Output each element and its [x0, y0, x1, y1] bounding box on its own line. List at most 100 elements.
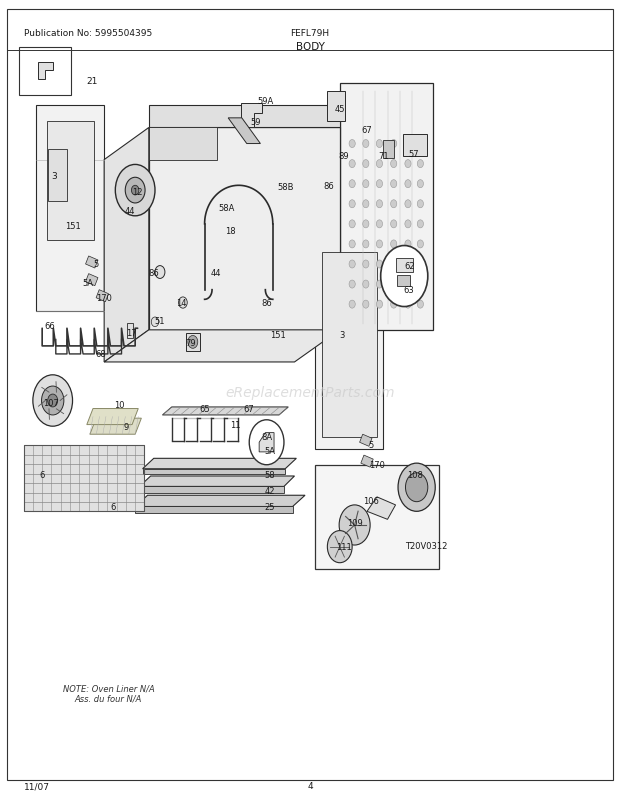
Circle shape — [405, 140, 411, 148]
Text: 11/07: 11/07 — [24, 781, 50, 791]
Circle shape — [349, 241, 355, 249]
Circle shape — [48, 395, 58, 407]
Polygon shape — [241, 104, 262, 128]
Polygon shape — [259, 433, 274, 452]
Bar — [403, 135, 427, 157]
Text: 151: 151 — [65, 221, 81, 231]
Circle shape — [349, 261, 355, 269]
Circle shape — [417, 261, 423, 269]
Text: 5A: 5A — [264, 446, 275, 456]
Circle shape — [391, 241, 397, 249]
Bar — [127, 324, 133, 338]
Text: 59A: 59A — [257, 96, 273, 106]
Polygon shape — [149, 128, 340, 337]
Bar — [315, 465, 439, 569]
Circle shape — [376, 241, 383, 249]
Circle shape — [405, 281, 411, 289]
Text: 62: 62 — [404, 261, 415, 271]
Polygon shape — [315, 241, 383, 449]
Circle shape — [391, 221, 397, 229]
Text: 14: 14 — [176, 298, 186, 308]
Bar — [48, 150, 67, 202]
Polygon shape — [135, 496, 305, 507]
Text: 17: 17 — [126, 328, 137, 338]
Circle shape — [417, 281, 423, 289]
Circle shape — [363, 200, 369, 209]
Text: 45: 45 — [335, 104, 345, 114]
Circle shape — [249, 420, 284, 465]
Text: 4: 4 — [307, 781, 313, 791]
Text: 25: 25 — [265, 502, 275, 512]
Polygon shape — [86, 274, 98, 286]
Text: 89: 89 — [339, 152, 350, 161]
Text: FEFL79H: FEFL79H — [290, 29, 330, 38]
Text: 6: 6 — [110, 502, 115, 512]
Text: NOTE: Oven Liner N/A
Ass. du four N/A: NOTE: Oven Liner N/A Ass. du four N/A — [63, 683, 154, 703]
Text: 6: 6 — [40, 470, 45, 480]
Bar — [396, 258, 413, 273]
Polygon shape — [46, 122, 94, 241]
Polygon shape — [143, 459, 296, 469]
Circle shape — [417, 160, 423, 168]
Text: 67: 67 — [244, 404, 255, 414]
Circle shape — [376, 140, 383, 148]
Polygon shape — [104, 128, 149, 363]
Circle shape — [417, 180, 423, 188]
Text: 21: 21 — [86, 77, 97, 87]
Circle shape — [391, 281, 397, 289]
Circle shape — [363, 261, 369, 269]
Circle shape — [376, 200, 383, 209]
Bar — [19, 48, 71, 96]
Text: 107: 107 — [43, 398, 59, 407]
Polygon shape — [140, 476, 294, 487]
Text: 11: 11 — [231, 420, 241, 430]
Text: 65: 65 — [199, 404, 210, 414]
Circle shape — [391, 180, 397, 188]
Circle shape — [391, 200, 397, 209]
Circle shape — [405, 221, 411, 229]
Bar — [383, 141, 394, 159]
Polygon shape — [90, 419, 141, 435]
Circle shape — [405, 473, 428, 502]
Text: 111: 111 — [336, 542, 352, 552]
Text: 71: 71 — [378, 152, 389, 161]
Polygon shape — [149, 128, 217, 160]
Text: 3: 3 — [340, 330, 345, 340]
Circle shape — [151, 318, 159, 327]
Circle shape — [131, 186, 139, 196]
Circle shape — [349, 180, 355, 188]
Text: 106: 106 — [363, 496, 379, 506]
Text: 57: 57 — [409, 149, 420, 159]
Circle shape — [376, 160, 383, 168]
Text: 5: 5 — [94, 260, 99, 269]
Text: 10: 10 — [114, 400, 124, 410]
Circle shape — [417, 241, 423, 249]
Circle shape — [339, 505, 370, 545]
Text: 42: 42 — [265, 486, 275, 496]
Polygon shape — [149, 106, 340, 128]
Polygon shape — [340, 84, 433, 330]
Circle shape — [33, 375, 73, 427]
Text: 51: 51 — [155, 316, 165, 326]
Circle shape — [363, 221, 369, 229]
Text: 170: 170 — [96, 294, 112, 303]
Bar — [327, 91, 345, 122]
Text: Publication No: 5995504395: Publication No: 5995504395 — [24, 29, 152, 38]
Circle shape — [115, 165, 155, 217]
Text: 66: 66 — [44, 321, 55, 330]
Text: 58A: 58A — [218, 204, 234, 213]
Circle shape — [391, 261, 397, 269]
Circle shape — [405, 200, 411, 209]
Circle shape — [376, 221, 383, 229]
Text: 12: 12 — [133, 188, 143, 197]
Text: 44: 44 — [125, 206, 135, 216]
Polygon shape — [96, 290, 108, 302]
Circle shape — [125, 178, 145, 204]
Text: 79: 79 — [185, 338, 197, 348]
Bar — [397, 276, 410, 287]
Circle shape — [349, 160, 355, 168]
Text: 67: 67 — [361, 125, 373, 135]
Polygon shape — [162, 407, 288, 415]
Text: 5: 5 — [368, 440, 373, 450]
Circle shape — [405, 261, 411, 269]
